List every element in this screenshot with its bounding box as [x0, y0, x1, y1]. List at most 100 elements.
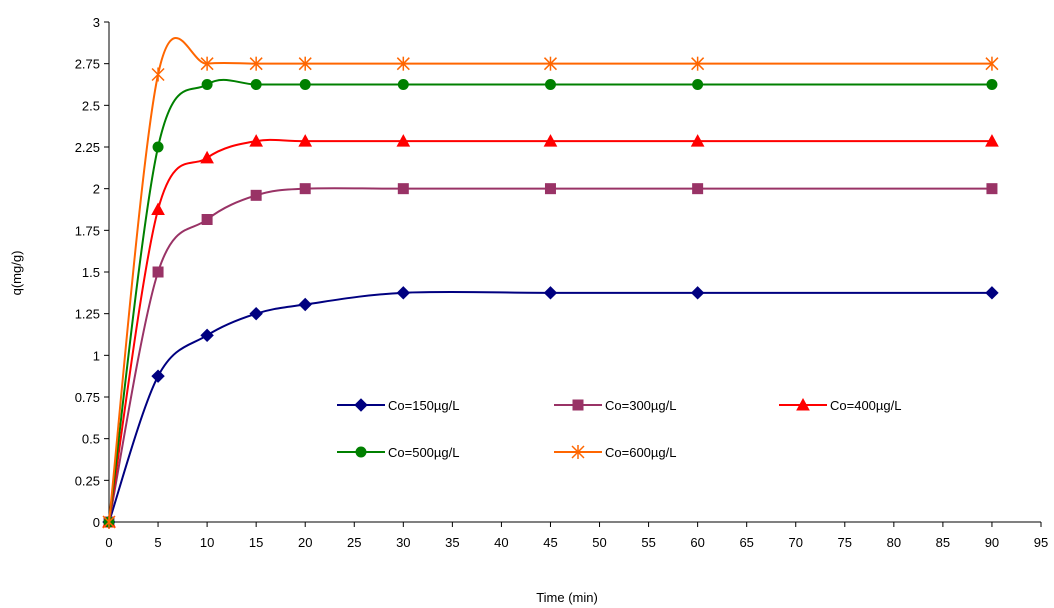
series-4: [103, 78, 998, 528]
y-tick-label: 2.5: [82, 98, 100, 113]
legend-marker: [571, 445, 585, 459]
legend-label: Co=500µg/L: [388, 445, 459, 460]
data-point: [397, 183, 409, 195]
data-point: [985, 134, 999, 147]
x-tick-label: 30: [396, 535, 410, 550]
data-point: [396, 134, 411, 147]
legend-marker: [572, 399, 584, 411]
data-point: [249, 134, 264, 147]
y-tick-label: 0.25: [75, 473, 100, 488]
data-point: [201, 214, 213, 225]
y-axis-title: q(mg/g): [9, 251, 24, 296]
data-point: [986, 79, 998, 90]
x-tick-label: 40: [494, 535, 508, 550]
data-point: [690, 134, 705, 147]
data-point: [151, 369, 165, 383]
x-tick-label: 10: [200, 535, 214, 550]
y-tick-label: 0.75: [75, 390, 100, 405]
x-tick-label: 5: [154, 535, 161, 550]
data-point: [152, 141, 164, 153]
y-tick-label: 1: [93, 348, 100, 363]
data-point: [543, 134, 558, 147]
data-point: [396, 286, 411, 300]
x-tick-label: 75: [838, 535, 852, 550]
series-5: [102, 37, 999, 529]
legend-item: Co=600µg/L: [554, 445, 676, 460]
data-point: [152, 266, 164, 278]
y-tick-label: 3: [93, 15, 100, 30]
x-tick-label: 90: [985, 535, 999, 550]
x-tick-label: 95: [1034, 535, 1048, 550]
x-axis-title: Time (min): [536, 590, 598, 605]
y-tick-label: 1.25: [75, 307, 100, 322]
data-point: [250, 189, 262, 201]
data-point: [692, 183, 704, 195]
data-point: [544, 79, 556, 90]
series-line: [108, 37, 992, 523]
legend-marker: [355, 446, 367, 458]
legend-item: Co=300µg/L: [554, 398, 676, 413]
x-tick-label: 65: [739, 535, 753, 550]
series-line: [108, 290, 992, 523]
legend-marker: [354, 398, 368, 412]
data-point: [692, 79, 704, 90]
x-tick-label: 35: [445, 535, 459, 550]
data-point: [298, 134, 313, 147]
y-tick-label: 2.75: [75, 57, 100, 72]
y-tick-label: 2.25: [75, 140, 100, 155]
data-point: [690, 286, 705, 300]
x-tick-label: 55: [641, 535, 655, 550]
y-tick-label: 1.5: [82, 265, 100, 280]
data-point: [249, 306, 263, 321]
x-tick-label: 20: [298, 535, 312, 550]
series-layer: [102, 37, 999, 529]
data-point: [397, 79, 409, 90]
x-tick-label: 45: [543, 535, 557, 550]
x-tick-label: 25: [347, 535, 361, 550]
data-point: [102, 515, 116, 529]
y-tick-label: 1.75: [75, 223, 100, 238]
legend-item: Co=400µg/L: [779, 397, 901, 413]
y-tick-label: 0: [93, 515, 100, 530]
x-tick-label: 15: [249, 535, 263, 550]
data-point: [151, 202, 165, 215]
data-point: [151, 67, 165, 82]
legend-item: Co=500µg/L: [337, 445, 459, 460]
data-point: [200, 328, 214, 343]
x-tick-label: 80: [887, 535, 901, 550]
data-point: [543, 286, 558, 300]
x-tick-label: 50: [592, 535, 606, 550]
data-point: [299, 183, 311, 195]
data-point: [201, 79, 213, 90]
data-point: [249, 56, 263, 71]
x-tick-label: 60: [690, 535, 704, 550]
data-point: [544, 183, 556, 195]
y-tick-label: 0.5: [82, 432, 100, 447]
data-point: [298, 56, 312, 71]
legend-marker: [796, 397, 810, 411]
data-point: [691, 56, 705, 71]
data-point: [985, 286, 999, 300]
data-point: [299, 79, 311, 90]
legend-label: Co=300µg/L: [605, 398, 676, 413]
x-tick-label: 0: [105, 535, 112, 550]
series-3: [102, 134, 999, 528]
x-tick-label: 70: [789, 535, 803, 550]
data-point: [543, 56, 558, 71]
data-point: [250, 79, 262, 90]
legend: Co=150µg/L Co=300µg/L Co=400µg/L Co=500µg/L…: [337, 397, 901, 460]
data-point: [986, 183, 998, 195]
data-point: [200, 56, 214, 71]
series-2: [103, 183, 998, 528]
data-point: [396, 56, 410, 71]
x-tick-label: 85: [936, 535, 950, 550]
legend-item: Co=150µg/L: [337, 398, 459, 413]
legend-label: Co=150µg/L: [388, 398, 459, 413]
legend-label: Co=400µg/L: [830, 398, 901, 413]
y-tick-label: 2: [93, 182, 100, 197]
series-line: [108, 138, 992, 523]
data-point: [200, 150, 214, 164]
legend-label: Co=600µg/L: [605, 445, 676, 460]
